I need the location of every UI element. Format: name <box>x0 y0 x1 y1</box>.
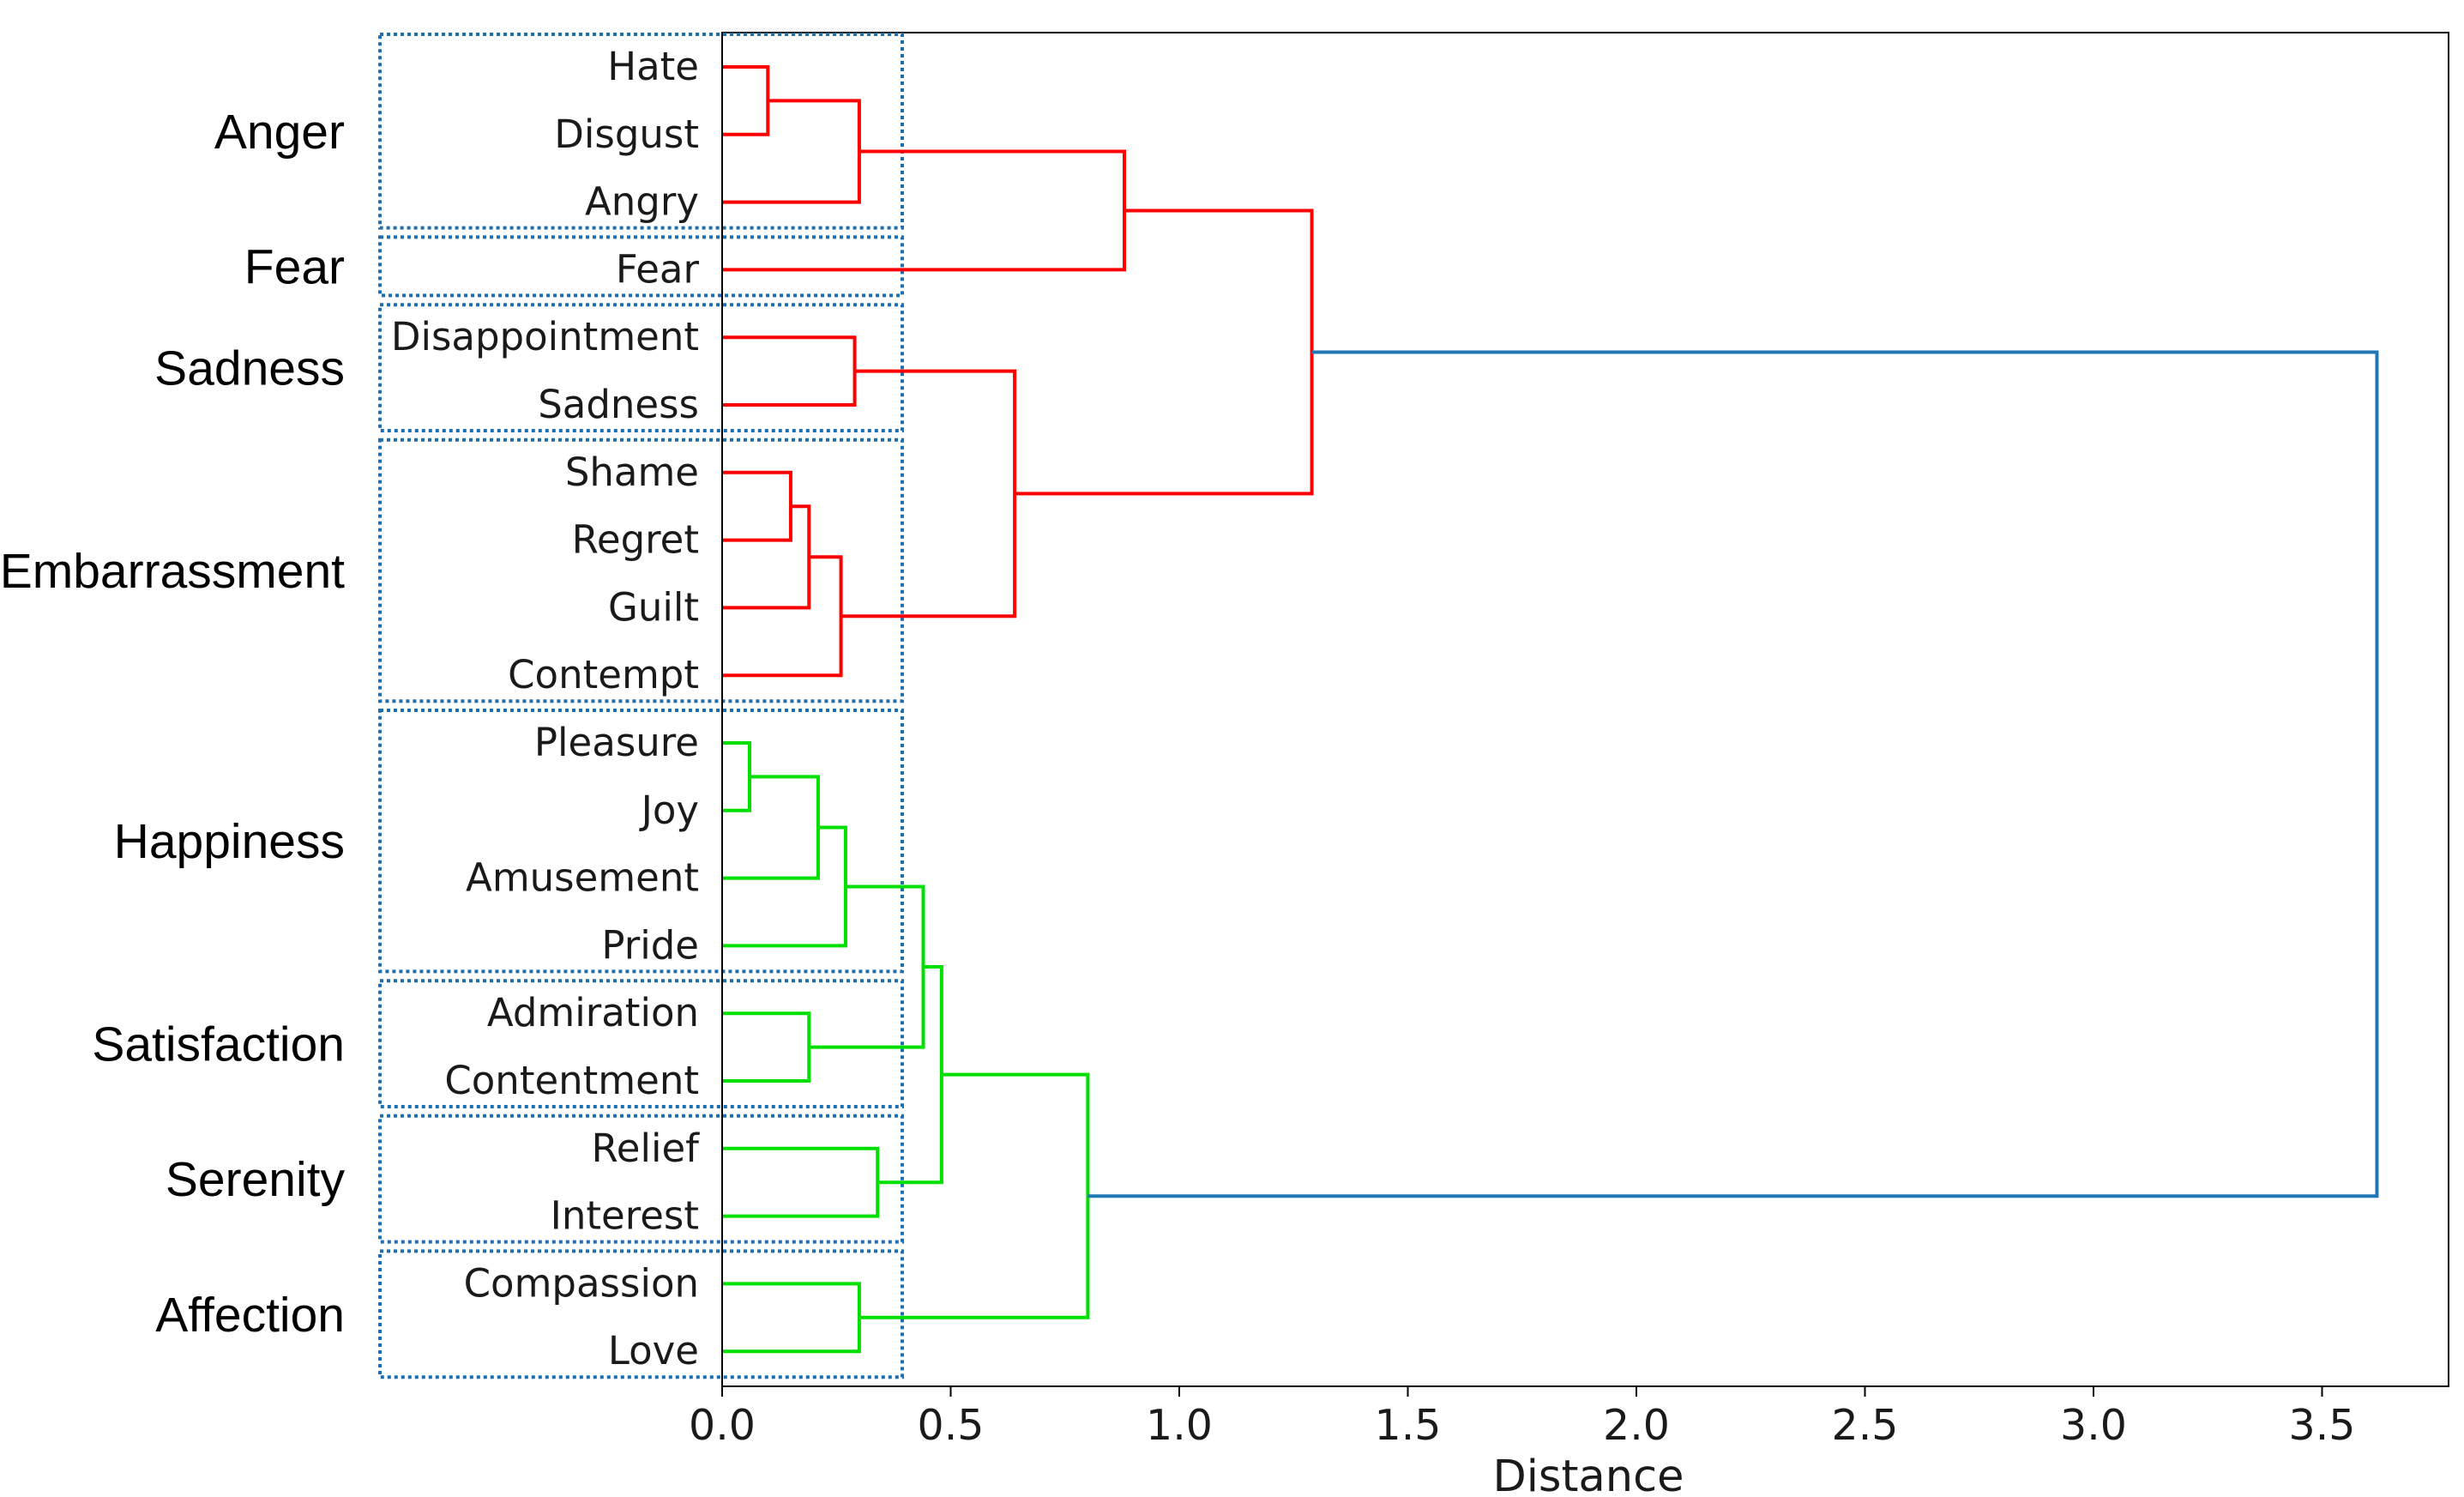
x-tick-label-1: 0.5 <box>918 1401 985 1450</box>
leaf-label-pleasure: Pleasure <box>534 720 699 765</box>
link-m17 <box>722 1282 861 1354</box>
link-m18 <box>858 1072 1090 1319</box>
leaf-label-regret: Regret <box>572 517 699 563</box>
x-axis-title: Distance <box>1492 1452 1684 1497</box>
link-m3 <box>722 149 1127 272</box>
group-label-embarrassment: Embarrassment <box>0 544 345 599</box>
leaf-label-disappointment: Disappointment <box>391 314 699 359</box>
link-m4 <box>722 335 857 407</box>
link-m15 <box>722 1146 880 1218</box>
link-m6 <box>722 504 811 610</box>
group-label-affection: Affection <box>155 1288 345 1343</box>
link-m7 <box>722 555 843 678</box>
link-m12 <box>722 825 847 948</box>
link-m5 <box>722 470 792 542</box>
link-m19 <box>1087 350 2379 1198</box>
x-axis: 0.0 0.5 1.0 1.5 2.0 2.5 3.0 3.5 Distance <box>689 1386 2355 1497</box>
group-box-embarrassment <box>378 438 904 703</box>
leaf-label-pride: Pride <box>601 922 699 968</box>
x-tick-label-6: 3.0 <box>2060 1401 2127 1450</box>
group-boxes <box>378 33 904 1379</box>
leaf-label-hate: Hate <box>607 44 699 89</box>
x-tick-label-3: 1.5 <box>1375 1401 1442 1450</box>
leaf-label-sadness: Sadness <box>538 382 699 427</box>
leaf-label-compassion: Compassion <box>464 1260 699 1306</box>
leaf-label-shame: Shame <box>565 450 699 495</box>
leaf-label-relief: Relief <box>592 1126 701 1171</box>
group-label-serenity: Serenity <box>166 1152 346 1207</box>
leaf-label-contempt: Contempt <box>508 652 699 697</box>
link-m11 <box>722 775 820 880</box>
link-m1 <box>722 65 770 136</box>
group-label-anger: Anger <box>214 105 345 160</box>
group-box-anger <box>378 33 904 230</box>
leaf-label-angry: Angry <box>585 179 699 225</box>
x-tick-label-5: 2.5 <box>1832 1401 1899 1450</box>
x-ticks: 0.0 0.5 1.0 1.5 2.0 2.5 3.0 3.5 <box>689 1386 2355 1450</box>
x-tick-label-0: 0.0 <box>689 1401 756 1450</box>
group-box-affection <box>378 1249 904 1379</box>
dendrogram-links <box>721 33 2379 1386</box>
group-label-satisfaction: Satisfaction <box>92 1017 345 1072</box>
link-m16 <box>877 965 943 1185</box>
group-label-sadness: Sadness <box>154 341 345 396</box>
leaf-label-guilt: Guilt <box>608 584 699 630</box>
plot-frame <box>721 32 2449 1387</box>
link-m10 <box>722 741 751 812</box>
group-box-sadness <box>378 303 904 433</box>
x-tick-label-2: 1.0 <box>1146 1401 1213 1450</box>
group-label-happiness: Happiness <box>114 814 345 869</box>
leaf-label-admiration: Admiration <box>487 990 699 1035</box>
leaf-labels: Hate Disgust Angry Fear Disappointment Sadnes… <box>391 44 700 1373</box>
leaf-label-disgust: Disgust <box>554 112 699 157</box>
group-box-happiness <box>378 709 904 974</box>
group-box-fear <box>378 235 904 298</box>
x-tick-label-7: 3.5 <box>2289 1401 2356 1450</box>
link-m13 <box>722 1011 811 1083</box>
link-m8 <box>840 369 1017 619</box>
link-m9 <box>1015 208 1314 496</box>
group-labels: Anger Fear Sadness Embarrassment Happiness Sa… <box>0 105 345 1343</box>
link-m14 <box>809 884 925 1049</box>
leaf-label-interest: Interest <box>551 1193 699 1239</box>
leaf-label-contentment: Contentment <box>444 1058 699 1103</box>
leaf-label-fear: Fear <box>616 246 700 292</box>
leaf-label-amusement: Amusement <box>466 855 699 901</box>
leaf-label-joy: Joy <box>639 788 699 833</box>
group-label-fear: Fear <box>244 239 345 294</box>
leaf-label-love: Love <box>608 1328 699 1373</box>
group-box-serenity <box>378 1114 904 1244</box>
x-tick-label-4: 2.0 <box>1603 1401 1670 1450</box>
group-box-satisfaction <box>378 979 904 1108</box>
link-m2 <box>722 99 861 204</box>
